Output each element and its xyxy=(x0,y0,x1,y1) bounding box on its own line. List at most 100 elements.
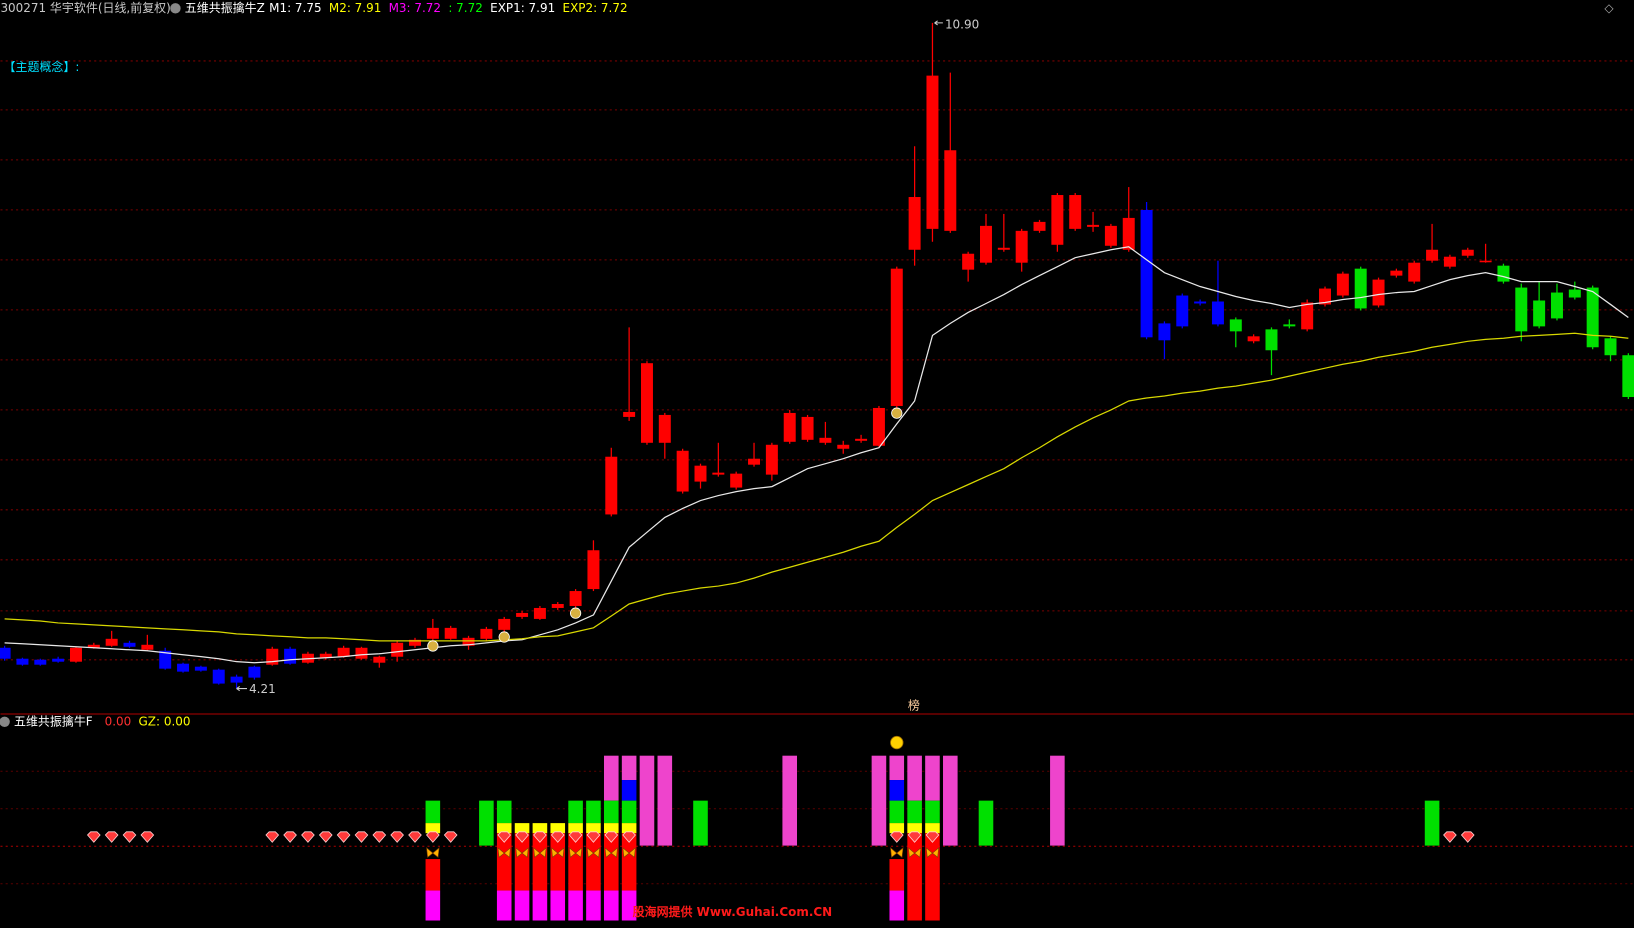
candle-body xyxy=(69,647,82,662)
signal-block xyxy=(907,755,922,801)
butterfly-icon xyxy=(533,847,547,858)
butterfly-icon xyxy=(586,847,601,858)
diamond-icon xyxy=(1460,831,1475,843)
candle-body xyxy=(373,656,386,663)
candle-body xyxy=(516,612,529,617)
signal-block xyxy=(621,755,637,781)
diamond-icon xyxy=(283,831,297,843)
legend: M1: 7.75 M2: 7.91 M3: 7.72: 7.72 EXP1: 7.91… xyxy=(269,1,627,15)
toolbar-icon[interactable]: ◇ xyxy=(1604,1,1614,15)
signal-block xyxy=(532,823,548,834)
legend: 0.00 GZ: 0.00 xyxy=(105,714,191,728)
candle-body xyxy=(1158,323,1171,341)
signal-block xyxy=(550,833,566,891)
candle-body xyxy=(1550,292,1563,319)
indicator-name: 五维共振擒牛F xyxy=(14,713,93,728)
candle-body xyxy=(1122,217,1135,250)
signal-block xyxy=(889,859,905,891)
candle-body xyxy=(694,465,707,482)
signal-block xyxy=(657,755,673,846)
signal-block xyxy=(425,859,441,891)
signal-block xyxy=(568,833,583,891)
candle-body xyxy=(1140,209,1153,338)
signal-block xyxy=(514,833,530,891)
diamond-icon xyxy=(550,831,565,843)
candle-body xyxy=(1586,287,1599,348)
menu-icon[interactable] xyxy=(0,716,10,727)
signal-block xyxy=(532,833,548,891)
diamond-icon xyxy=(140,831,155,843)
candle-body xyxy=(1015,230,1028,263)
menu-icon[interactable] xyxy=(170,3,181,14)
candle-body xyxy=(498,618,511,630)
candle-body xyxy=(623,411,636,417)
candle-body xyxy=(105,638,118,646)
signal-block xyxy=(639,755,655,846)
candle-body xyxy=(801,416,814,440)
candle-body xyxy=(177,663,190,672)
candle-body xyxy=(194,666,207,671)
candle-body xyxy=(908,197,921,250)
signal-block xyxy=(603,823,619,834)
candle-body xyxy=(783,412,796,442)
candle-body xyxy=(1194,301,1207,304)
signal-block xyxy=(496,833,512,891)
diamond-icon xyxy=(889,831,904,843)
candle-body xyxy=(1247,336,1260,342)
candle-body xyxy=(605,456,618,515)
badge: 榜 xyxy=(908,698,920,713)
low-label: 4.21 xyxy=(249,682,276,696)
signal-block xyxy=(550,823,566,834)
candle-body xyxy=(1354,268,1367,309)
signal-block xyxy=(603,833,619,891)
signal-block xyxy=(586,890,601,921)
candle-body xyxy=(141,644,154,650)
candle-body xyxy=(462,637,475,646)
diamond-icon xyxy=(390,831,404,843)
signal-block xyxy=(889,890,905,921)
diamond-icon xyxy=(497,831,512,843)
candle-body xyxy=(551,603,564,608)
signal-block xyxy=(425,823,441,834)
signal-block xyxy=(621,800,637,824)
signal-block xyxy=(871,755,887,846)
candle-body xyxy=(1087,224,1100,227)
smiley-icon xyxy=(890,735,904,750)
signal-block xyxy=(1424,800,1440,846)
candle-body xyxy=(872,407,885,446)
candle-body xyxy=(426,627,439,639)
butterfly-icon xyxy=(907,847,922,858)
signal-block xyxy=(925,755,940,801)
candle-body xyxy=(391,642,404,657)
signal-block xyxy=(496,823,512,834)
plot: 10.90 4.21 xyxy=(0,17,1634,921)
candle-body xyxy=(1568,289,1581,298)
candle-body xyxy=(1301,302,1314,330)
butterfly-icon xyxy=(426,847,440,858)
candle-body xyxy=(319,653,332,658)
label-arrow xyxy=(934,20,943,26)
candle-body xyxy=(658,414,671,443)
diamond-icon xyxy=(426,831,440,843)
signal-block xyxy=(479,800,494,846)
candle-body xyxy=(284,648,297,664)
signal-block xyxy=(943,755,958,846)
butterfly-icon xyxy=(604,847,618,858)
candle-body xyxy=(1461,249,1474,256)
concept-label: 【主题概念】: xyxy=(4,59,80,74)
candle-body xyxy=(926,75,939,229)
candle-body xyxy=(837,444,850,449)
legend-entry: 0.00 xyxy=(105,714,132,728)
signal-block xyxy=(586,833,601,891)
signal-block xyxy=(603,890,619,921)
signal-block xyxy=(925,823,940,834)
signal-block xyxy=(925,800,940,824)
signal-block xyxy=(568,823,583,834)
diamond-icon xyxy=(354,831,369,843)
candle-body xyxy=(1211,301,1224,325)
candle-body xyxy=(1390,270,1403,276)
candle-body xyxy=(480,628,493,639)
diamond-icon xyxy=(408,831,422,843)
candle-body xyxy=(819,437,832,443)
